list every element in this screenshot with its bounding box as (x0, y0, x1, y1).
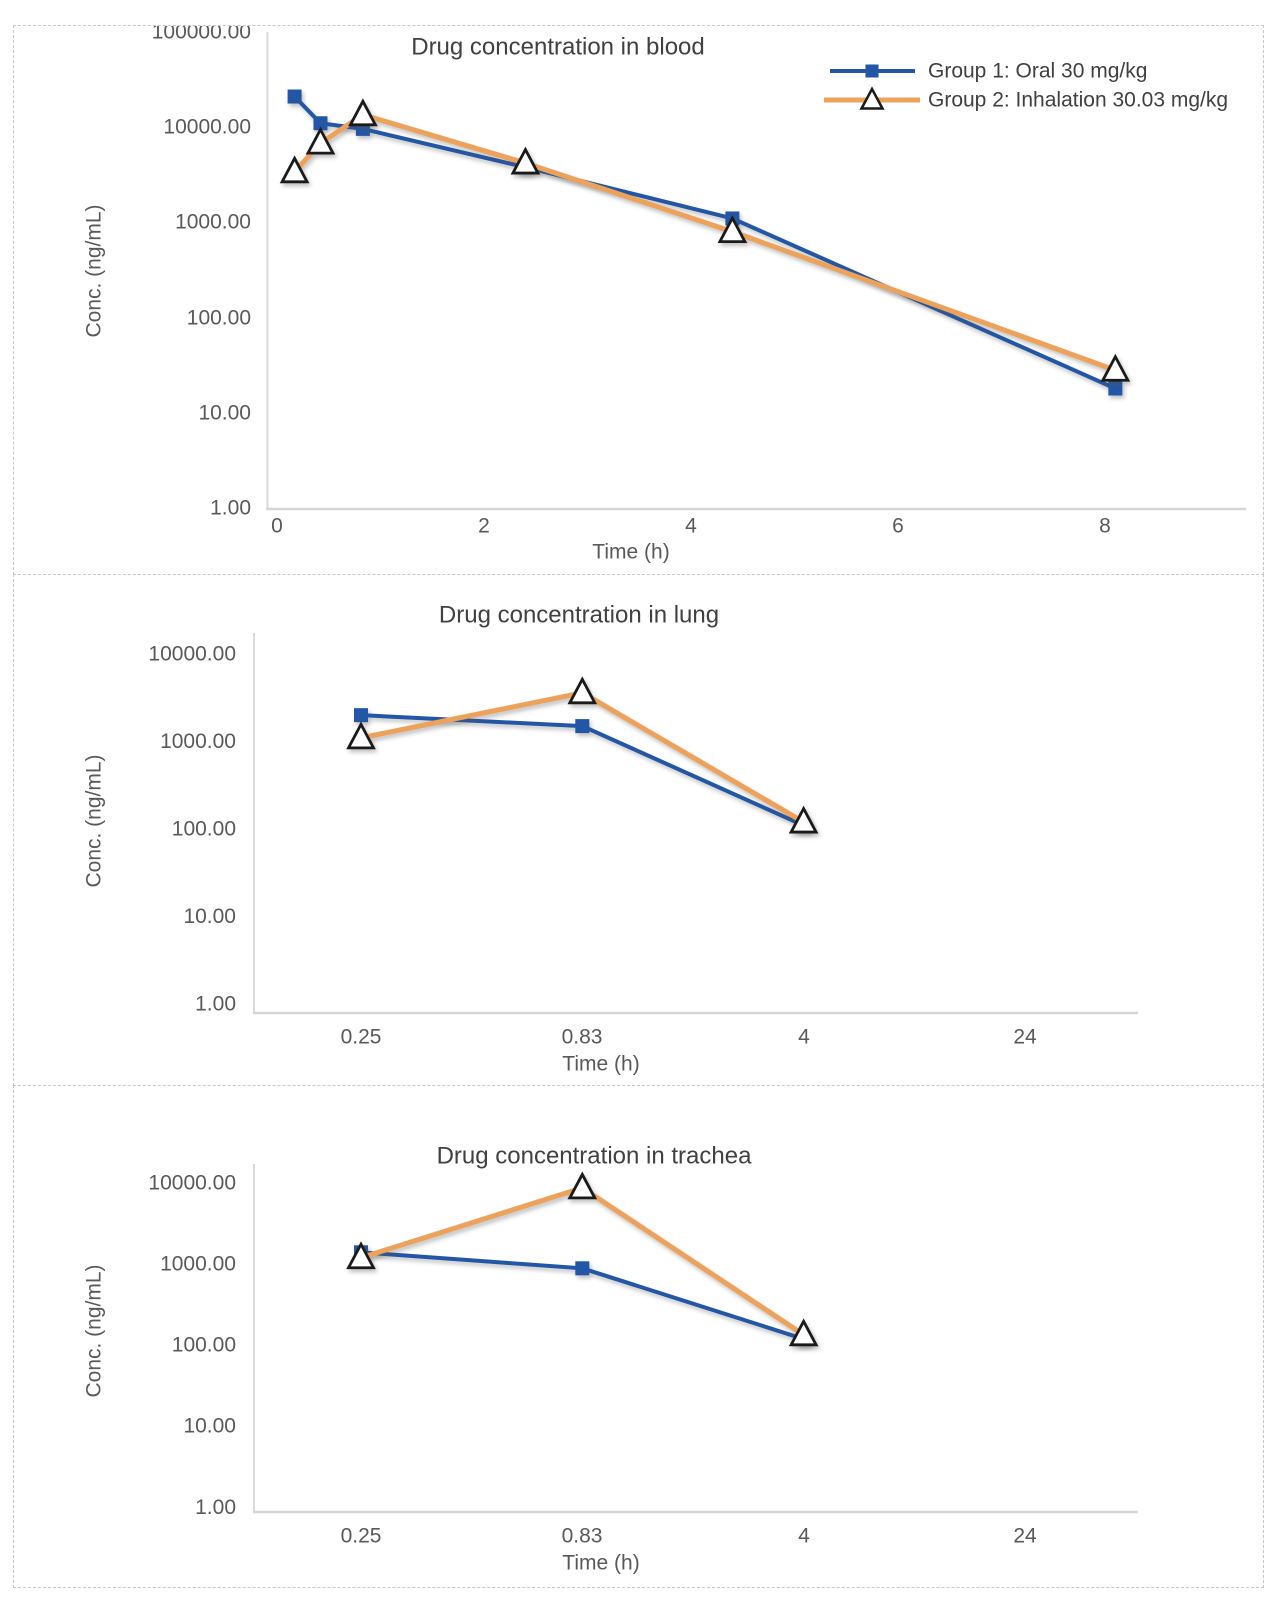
x-tick-label: 4 (685, 515, 697, 538)
x-tick-label: 0.25 (341, 1525, 382, 1548)
group1-marker-square (313, 116, 328, 131)
x-tick-label: 0.83 (562, 1026, 603, 1049)
series-group1-line (293, 95, 1117, 391)
trachea-chart: Drug concentration in trachea 10000.00 100… (83, 1143, 1138, 1575)
chart-title: Drug concentration in blood (411, 34, 705, 61)
y-tick-label: 1.00 (210, 497, 251, 520)
trachea-chart-panel: Drug concentration in trachea 10000.00 100… (13, 1085, 1264, 1588)
x-tick-label: 24 (1013, 1525, 1037, 1548)
group1-marker-square (354, 708, 368, 723)
chart-title: Drug concentration in lung (439, 602, 719, 629)
x-tick-label: 0.25 (341, 1026, 382, 1049)
y-tick-label: 100.00 (172, 818, 236, 841)
group2-marker-triangle (346, 721, 376, 750)
series-group2 (279, 98, 1131, 382)
x-tick-label: 8 (1099, 515, 1111, 538)
blood-chart: Drug concentration in blood 100000.00 1000… (83, 26, 1246, 564)
y-axis-title: Conc. (ng/mL) (83, 754, 106, 887)
y-tick-label: 1000.00 (160, 730, 236, 753)
group2-marker-triangle (348, 98, 378, 127)
blood-chart-panel: Drug concentration in blood 100000.00 1000… (13, 25, 1264, 575)
group2-marker-triangle (279, 155, 310, 184)
group2-marker-triangle (717, 215, 748, 244)
group2-marker-triangle (567, 676, 598, 705)
x-tick-label: 0 (271, 515, 283, 538)
y-tick-label: 10000.00 (148, 1172, 236, 1195)
y-tick-label: 100000.00 (152, 26, 251, 44)
y-axis-title: Conc. (ng/mL) (83, 204, 106, 337)
x-tick-label: 0.83 (562, 1525, 603, 1548)
legend-triangle-swatch (859, 86, 885, 110)
series-group2 (346, 676, 819, 834)
chart-title: Drug concentration in trachea (437, 1143, 753, 1170)
legend-item-group1: Group 1: Oral 30 mg/kg (830, 60, 1147, 83)
x-tick-label: 4 (798, 1525, 810, 1548)
lung-chart: Drug concentration in lung 10000.00 1000.0… (83, 602, 1138, 1076)
y-tick-label: 1000.00 (175, 211, 251, 234)
series-group2-line (360, 690, 805, 825)
group1-marker-square (575, 1261, 590, 1276)
y-tick-label: 100.00 (187, 307, 251, 330)
legend-label: Group 1: Oral 30 mg/kg (928, 60, 1147, 83)
group2-marker-triangle (567, 1171, 598, 1200)
y-axis-title: Conc. (ng/mL) (83, 1264, 106, 1397)
group1-marker-square (575, 719, 590, 734)
x-tick-label: 24 (1013, 1026, 1037, 1049)
x-axis-title: Time (h) (562, 1552, 639, 1575)
y-tick-label: 10000.00 (163, 116, 251, 139)
group2-marker-triangle (510, 146, 541, 175)
group2-marker-triangle (788, 1318, 819, 1347)
group1-marker-square (1108, 381, 1123, 396)
group2-marker-triangle (346, 1241, 376, 1270)
x-axis-title: Time (h) (562, 1053, 639, 1076)
series-group1 (287, 89, 1123, 396)
series-group2 (346, 1171, 819, 1347)
x-tick-label: 2 (478, 515, 490, 538)
y-tick-label: 10.00 (198, 402, 251, 425)
y-tick-label: 10000.00 (148, 643, 236, 666)
y-tick-label: 1.00 (195, 993, 236, 1016)
y-tick-label: 100.00 (172, 1334, 236, 1357)
x-tick-label: 4 (798, 1026, 810, 1049)
legend-square-swatch (865, 64, 879, 78)
legend-label: Group 2: Inhalation 30.03 mg/kg (928, 89, 1228, 112)
group2-marker-triangle (1100, 353, 1131, 382)
y-tick-label: 10.00 (183, 905, 236, 928)
group1-marker-square (287, 89, 302, 104)
group2-marker-triangle (788, 805, 819, 834)
y-tick-label: 1000.00 (160, 1253, 236, 1276)
legend-item-group2: Group 2: Inhalation 30.03 mg/kg (824, 86, 1228, 112)
x-tick-label: 6 (892, 515, 904, 538)
y-tick-label: 10.00 (183, 1415, 236, 1438)
x-axis-title: Time (h) (592, 541, 669, 564)
lung-chart-panel: Drug concentration in lung 10000.00 1000.0… (13, 574, 1264, 1086)
y-tick-label: 1.00 (195, 1496, 236, 1519)
group2-marker-triangle (305, 126, 336, 155)
